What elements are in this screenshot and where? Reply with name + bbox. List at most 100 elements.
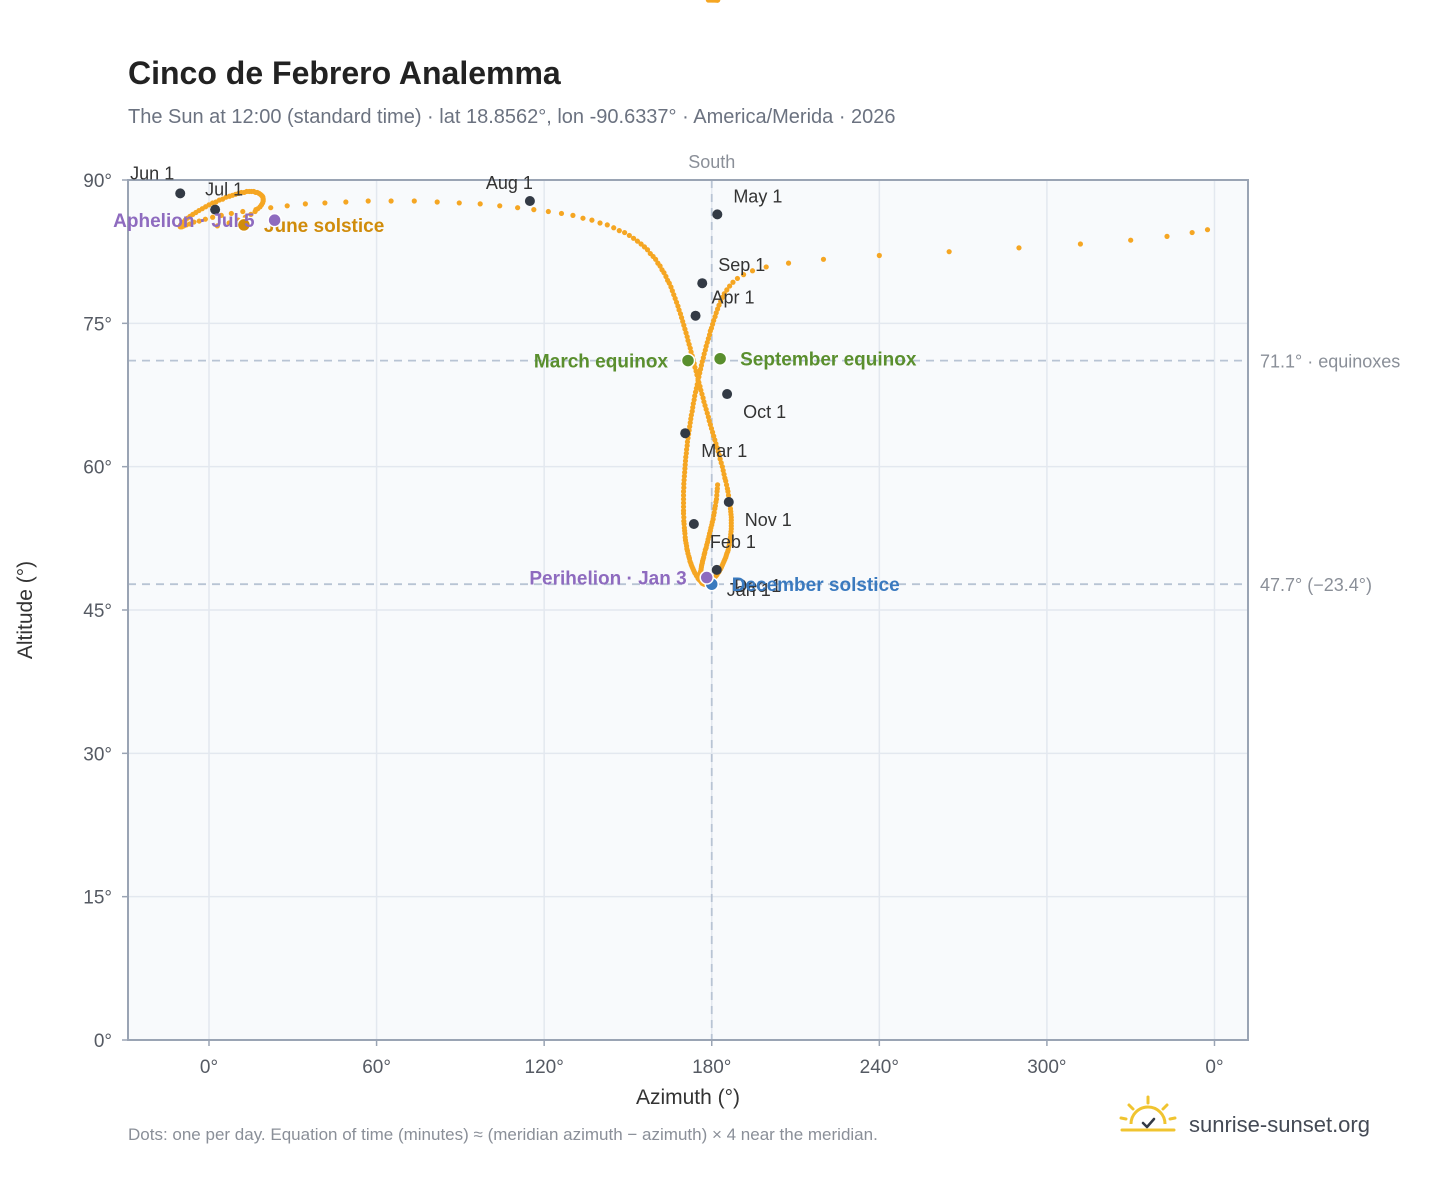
day-dot bbox=[712, 503, 718, 509]
month-label-jan-1: Jan 1 bbox=[727, 580, 771, 600]
day-dot bbox=[681, 481, 687, 487]
day-dot bbox=[681, 525, 687, 531]
month-marker-sep-1 bbox=[697, 278, 708, 289]
y-tick-label: 60° bbox=[83, 458, 112, 479]
day-dot bbox=[681, 518, 687, 524]
day-dot bbox=[1189, 229, 1195, 236]
day-dot bbox=[630, 235, 637, 241]
day-dot bbox=[876, 252, 882, 259]
month-label-apr-1: Apr 1 bbox=[712, 288, 755, 308]
day-dot bbox=[705, 0, 711, 3]
day-dot bbox=[682, 534, 688, 540]
day-dot bbox=[434, 199, 440, 205]
event-label-aphelion-jul-5: Aphelion · Jul 5 bbox=[113, 211, 255, 232]
day-dot bbox=[683, 454, 689, 460]
day-dot bbox=[689, 408, 695, 414]
event-marker-june-solstice bbox=[236, 217, 252, 233]
south-label: South bbox=[688, 152, 735, 172]
event-label-perihelion-jan-3: Perihelion · Jan 3 bbox=[529, 569, 686, 590]
day-dot bbox=[688, 416, 694, 422]
event-label-june-solstice: June solstice bbox=[264, 216, 384, 237]
day-dot bbox=[196, 218, 202, 224]
day-dot bbox=[1016, 245, 1022, 251]
day-dot bbox=[1164, 233, 1170, 239]
day-dot bbox=[682, 465, 688, 472]
day-dot bbox=[710, 516, 716, 522]
day-dot bbox=[202, 216, 208, 222]
chart-title: Cinco de Febrero Analemma bbox=[128, 55, 561, 91]
day-dot bbox=[597, 220, 603, 226]
day-dot bbox=[626, 232, 632, 239]
x-tick-label: 240° bbox=[860, 1057, 899, 1078]
day-dot bbox=[210, 214, 216, 220]
event-marker-march-equinox bbox=[680, 353, 696, 368]
y-tick-label: 75° bbox=[83, 314, 112, 335]
day-dot bbox=[657, 263, 663, 269]
reference-line-label: 71.1° · equinoxes bbox=[1260, 352, 1400, 372]
day-dot bbox=[725, 492, 732, 498]
day-dot bbox=[570, 212, 576, 218]
event-marker-perihelion-jan-3 bbox=[699, 570, 714, 585]
month-markers: Jan 1 Feb 1 Mar 1 Apr 1 May 1 Jun 1 Jul 1 Aug 1… bbox=[130, 163, 792, 599]
day-dot bbox=[228, 210, 234, 217]
month-marker-mar-1 bbox=[680, 428, 691, 439]
day-dot bbox=[218, 212, 224, 218]
day-dot bbox=[725, 488, 731, 495]
day-dot bbox=[681, 514, 687, 520]
day-dot bbox=[1077, 241, 1084, 247]
month-label-may-1: May 1 bbox=[733, 186, 782, 206]
day-dot bbox=[226, 220, 232, 226]
day-dot bbox=[682, 469, 688, 475]
day-dot bbox=[684, 443, 690, 449]
brand-name: sunrise-sunset.org bbox=[1189, 1112, 1370, 1137]
day-dot bbox=[680, 508, 687, 514]
month-label-jun-1: Jun 1 bbox=[130, 163, 174, 183]
day-dot bbox=[721, 291, 727, 297]
day-dot bbox=[682, 462, 688, 468]
y-tick-label: 15° bbox=[83, 888, 112, 909]
day-dot bbox=[653, 256, 659, 262]
day-dot bbox=[683, 450, 689, 456]
day-dot bbox=[690, 404, 696, 411]
day-dot bbox=[682, 458, 689, 464]
day-dot bbox=[691, 397, 697, 403]
footer-note: Dots: one per day. Equation of time (min… bbox=[128, 1125, 878, 1144]
event-marker-aphelion-jul-5 bbox=[267, 212, 282, 228]
x-axis-label: Azimuth (°) bbox=[636, 1086, 740, 1109]
day-dot bbox=[240, 208, 246, 215]
day-dot bbox=[515, 205, 521, 211]
chart-subtitle: The Sun at 12:00 (standard time) · lat 1… bbox=[128, 106, 896, 128]
day-dot bbox=[248, 211, 254, 217]
day-dot bbox=[616, 228, 622, 234]
day-dot bbox=[497, 203, 503, 209]
day-dot bbox=[644, 247, 651, 253]
month-marker-nov-1 bbox=[723, 497, 734, 508]
day-dot bbox=[611, 225, 617, 231]
day-dot bbox=[284, 203, 290, 209]
event-marker-september-equinox bbox=[712, 351, 728, 366]
event-label-december-solstice: December solstice bbox=[732, 575, 900, 596]
month-marker-oct-1 bbox=[722, 389, 733, 400]
day-dot bbox=[456, 200, 462, 206]
day-dot bbox=[680, 500, 687, 506]
day-dot bbox=[687, 423, 693, 430]
day-dot bbox=[740, 272, 747, 278]
day-dot bbox=[763, 264, 769, 270]
month-marker-apr-1 bbox=[690, 310, 701, 321]
day-dot bbox=[715, 482, 721, 488]
day-dot bbox=[684, 446, 690, 453]
month-marker-aug-1 bbox=[524, 196, 535, 207]
day-dot bbox=[1204, 227, 1211, 233]
day-dot bbox=[634, 238, 641, 244]
x-tick-label: 0° bbox=[200, 1057, 218, 1078]
day-dot bbox=[268, 205, 274, 211]
day-dot bbox=[711, 509, 717, 516]
day-dot bbox=[681, 485, 687, 491]
sun-logo-icon bbox=[1119, 1095, 1177, 1132]
day-dot bbox=[1128, 237, 1134, 243]
day-dot bbox=[343, 199, 349, 205]
month-label-oct-1: Oct 1 bbox=[743, 402, 786, 422]
event-label-march-equinox: March equinox bbox=[534, 352, 669, 373]
x-tick-label: 180° bbox=[692, 1057, 731, 1078]
